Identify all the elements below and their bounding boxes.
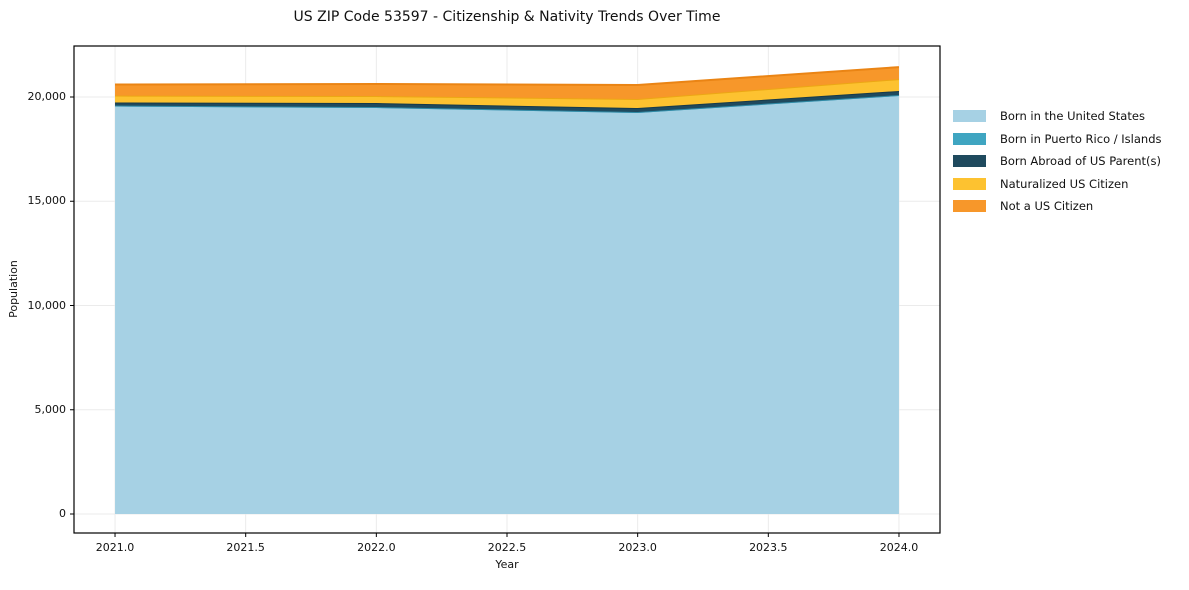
y-tick-label: 20,000 [27, 89, 67, 103]
x-tick-label: 2024.0 [879, 541, 919, 554]
legend-item: Born in the United States [953, 105, 1162, 128]
legend-swatch [953, 200, 986, 213]
legend-swatch [953, 177, 986, 190]
legend-item: Born Abroad of US Parent(s) [953, 150, 1162, 173]
y-tick-label: 0 [59, 507, 66, 520]
area-top-line [115, 66, 900, 87]
y-tick-label: 10,000 [27, 298, 67, 312]
legend-label: Born in Puerto Rico / Islands [1000, 131, 1162, 146]
legend-swatch [953, 155, 986, 168]
legend-label: Naturalized US Citizen [1000, 176, 1129, 191]
legend-item: Naturalized US Citizen [953, 173, 1162, 196]
x-tick-label: 2022.5 [487, 541, 527, 554]
area-layer [115, 90, 899, 113]
area-layer [115, 79, 899, 109]
x-tick-label: 2022.0 [357, 541, 396, 554]
y-tick-label: 5,000 [34, 402, 67, 416]
legend-label: Born in the United States [1000, 109, 1145, 124]
x-tick-label: 2023.0 [618, 541, 657, 554]
x-tick-label: 2021.5 [226, 541, 265, 554]
x-tick-label: 2023.5 [749, 541, 788, 554]
x-tick-label: 2021.0 [95, 541, 135, 554]
y-axis-label: Population [7, 260, 20, 318]
legend-label: Born Abroad of US Parent(s) [1000, 154, 1161, 169]
area-layer [115, 67, 899, 99]
legend-item: Born in Puerto Rico / Islands [953, 128, 1162, 151]
legend-label: Not a US Citizen [1000, 199, 1094, 214]
legend-swatch [953, 132, 986, 145]
legend-item: Not a US Citizen [953, 195, 1162, 218]
chart-title: US ZIP Code 53597 - Citizenship & Nativi… [293, 9, 721, 25]
area-layer [115, 95, 899, 515]
legend-swatch [953, 110, 986, 123]
legend: Born in the United States Born in Puerto … [953, 105, 1162, 218]
y-tick-label: 15,000 [27, 194, 67, 208]
x-axis-label: Year [495, 558, 519, 571]
